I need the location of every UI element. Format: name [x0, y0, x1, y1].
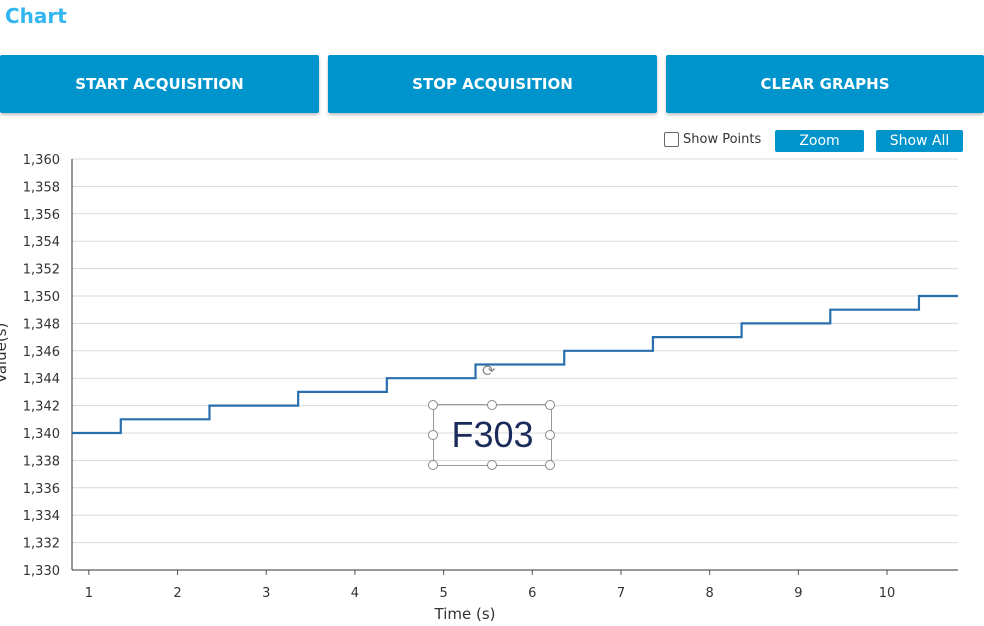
resize-handle[interactable] [545, 460, 555, 470]
x-axis-label: Time (s) [434, 605, 496, 623]
x-tick-label: 8 [706, 586, 714, 601]
clear-graphs-button[interactable]: CLEAR GRAPHS [666, 55, 984, 113]
resize-handle[interactable] [428, 430, 438, 440]
show-points-checkbox[interactable]: Show Points [664, 132, 761, 147]
y-tick-label: 1,330 [23, 564, 60, 579]
y-tick-label: 1,346 [23, 345, 60, 360]
x-tick-label: 5 [439, 586, 447, 601]
y-tick-label: 1,348 [23, 317, 60, 332]
x-tick-label: 9 [794, 586, 802, 601]
y-tick-label: 1,334 [23, 509, 60, 524]
annotation-textbox[interactable]: F303 [433, 404, 552, 466]
x-tick-label: 1 [85, 586, 93, 601]
resize-handle[interactable] [428, 400, 438, 410]
y-tick-label: 1,358 [23, 180, 60, 195]
y-tick-label: 1,352 [23, 263, 60, 278]
x-tick-label: 2 [173, 586, 181, 601]
y-tick-label: 1,336 [23, 482, 60, 497]
y-tick-label: 1,350 [23, 290, 60, 305]
y-tick-label: 1,342 [23, 400, 60, 415]
rotate-handle-icon[interactable]: ⟳ [482, 361, 496, 380]
resize-handle[interactable] [487, 400, 497, 410]
resize-handle[interactable] [428, 460, 438, 470]
show-all-button[interactable]: Show All [876, 130, 963, 152]
show-points-label: Show Points [683, 132, 762, 147]
zoom-button[interactable]: Zoom [775, 130, 864, 152]
y-tick-label: 1,344 [23, 372, 60, 387]
annotation-text: F303 [451, 414, 534, 455]
start-acquisition-button[interactable]: START ACQUISITION [0, 55, 319, 113]
resize-handle[interactable] [545, 430, 555, 440]
resize-handle[interactable] [487, 460, 497, 470]
x-tick-label: 3 [262, 586, 270, 601]
checkbox-icon[interactable] [664, 132, 679, 147]
page-title: Chart [5, 4, 67, 28]
y-tick-label: 1,340 [23, 427, 60, 442]
y-axis-label: Value(s) [0, 323, 10, 384]
series-line [72, 294, 958, 435]
y-tick-label: 1,332 [23, 537, 60, 552]
y-tick-label: 1,356 [23, 208, 60, 223]
y-tick-label: 1,354 [23, 235, 60, 250]
x-tick-label: 6 [528, 586, 536, 601]
x-tick-label: 7 [617, 586, 625, 601]
y-tick-label: 1,360 [23, 153, 60, 168]
resize-handle[interactable] [545, 400, 555, 410]
x-tick-label: 4 [351, 586, 359, 601]
x-tick-label: 10 [879, 586, 896, 601]
stop-acquisition-button[interactable]: STOP ACQUISITION [328, 55, 657, 113]
y-tick-label: 1,338 [23, 454, 60, 469]
